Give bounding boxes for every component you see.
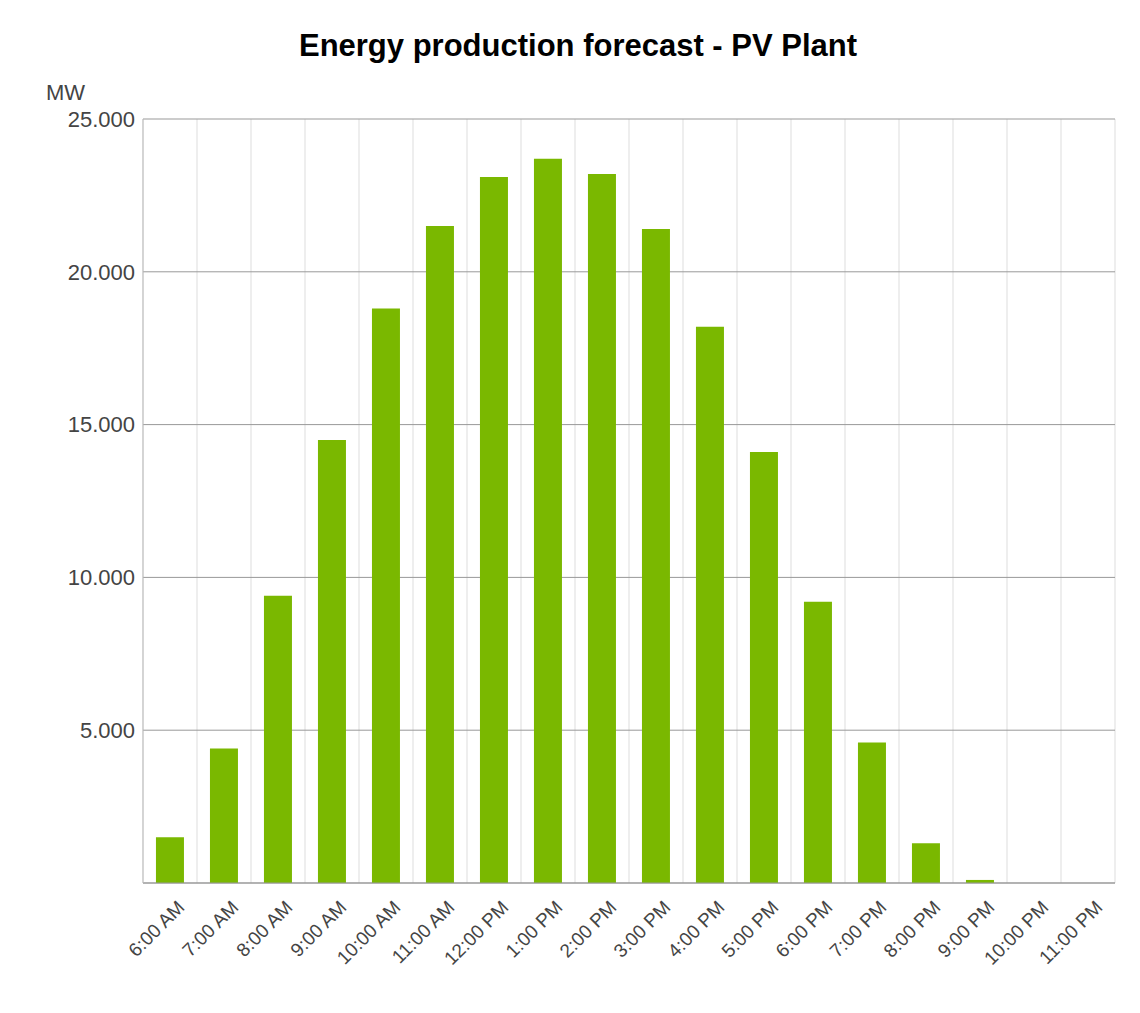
svg-text:25.000: 25.000: [68, 107, 135, 132]
svg-text:10:00 PM: 10:00 PM: [980, 896, 1053, 969]
svg-text:15.000: 15.000: [68, 412, 135, 437]
svg-text:9:00 PM: 9:00 PM: [933, 896, 999, 962]
svg-text:6:00 AM: 6:00 AM: [124, 897, 188, 961]
html-text:Energy production forecast - P: Energy production forecast - PV Plant: [299, 28, 857, 63]
svg-text:5:00 PM: 5:00 PM: [718, 897, 783, 962]
svg-text:20.000: 20.000: [68, 260, 135, 285]
svg-text:5.000: 5.000: [80, 718, 135, 743]
svg-text:3:00 PM: 3:00 PM: [610, 897, 675, 962]
svg-text:7:00 PM: 7:00 PM: [826, 897, 891, 962]
svg-text:10.000: 10.000: [68, 565, 135, 590]
svg-text:10:00 AM: 10:00 AM: [332, 896, 405, 969]
html-text:MW: MW: [46, 80, 86, 105]
svg-text:4:00 PM: 4:00 PM: [664, 897, 729, 962]
svg-text:7:00 AM: 7:00 AM: [178, 897, 242, 961]
svg-text:12:00 PM: 12:00 PM: [440, 897, 512, 969]
svg-text:11:00 PM: 11:00 PM: [1035, 897, 1106, 968]
svg-text:11:00 AM: 11:00 AM: [387, 896, 459, 968]
svg-text:6:00 PM: 6:00 PM: [772, 897, 837, 962]
svg-text:8:00 AM: 8:00 AM: [232, 897, 296, 961]
svg-text:9:00 AM: 9:00 AM: [286, 896, 351, 961]
svg-text:8:00 PM: 8:00 PM: [880, 897, 945, 962]
svg-text:1:00 PM: 1:00 PM: [502, 897, 567, 962]
svg-text:2:00 PM: 2:00 PM: [556, 897, 621, 962]
